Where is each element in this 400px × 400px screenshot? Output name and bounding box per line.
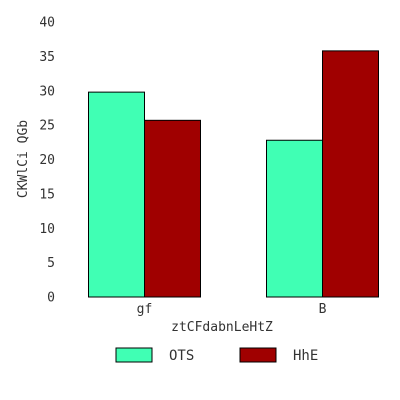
bar-hhe-gf [144,119,201,298]
y-axis-title: CKWlCi QGb [16,120,31,198]
bars [88,50,379,298]
legend-item-ots: OTS [115,347,194,364]
y-tick-label: 25 [39,119,55,134]
y-tick-label: 15 [39,187,55,202]
legend-swatch [239,347,277,363]
y-tick-label: 10 [39,222,55,237]
legend-label: HhE [293,348,318,364]
legend-swatch [115,347,153,363]
y-axis-ticks: 0 5 10 15 20 25 30 35 40 [39,16,55,306]
y-tick-label: 20 [39,153,55,168]
y-tick-label: 0 [47,291,55,306]
y-tick-label: 40 [39,16,55,31]
x-axis-title: ztCFdabnLeHtZ [171,320,273,335]
x-tick-label: B [319,302,327,317]
legend: OTS HhE [115,347,318,364]
bar-hhe-b [322,50,379,298]
bar-ots-b [266,139,323,298]
y-tick-label: 35 [39,50,55,65]
x-tick-label: gf [137,302,153,317]
legend-label: OTS [169,348,194,364]
y-tick-label: 5 [47,256,55,271]
x-axis-ticks: gf B [137,302,327,317]
y-tick-label: 30 [39,84,55,99]
bar-ots-gf [88,91,145,298]
legend-item-hhe: HhE [239,347,318,364]
